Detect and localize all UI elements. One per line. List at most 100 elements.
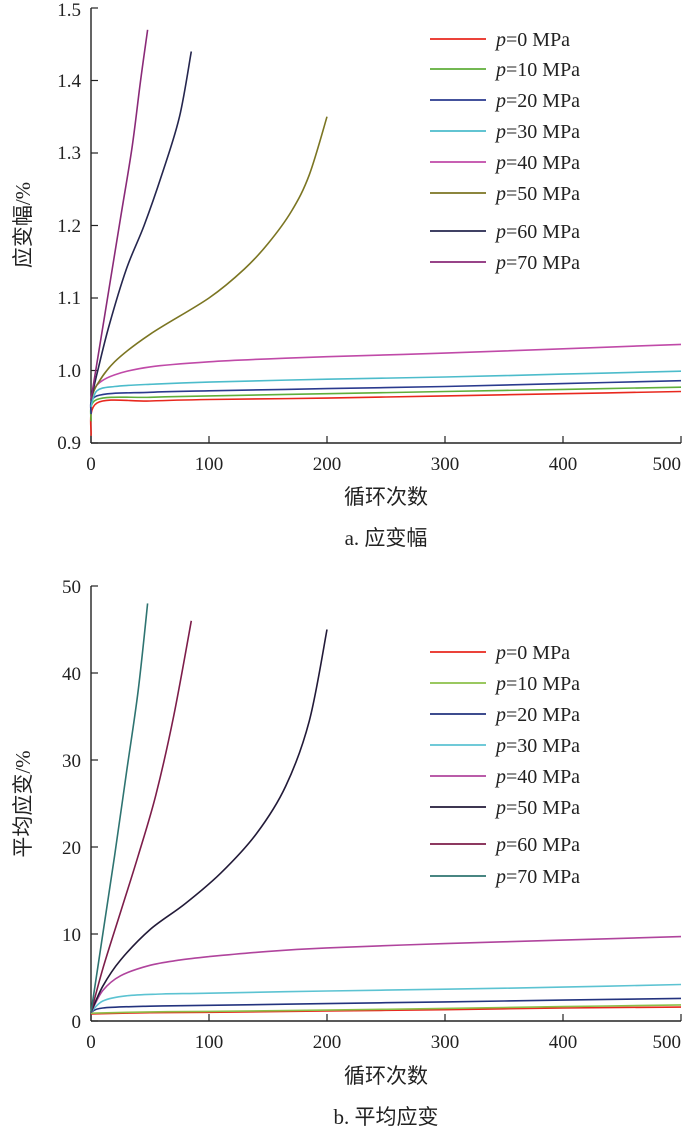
y-axis-label-a: 应变幅/% — [11, 182, 35, 268]
legend-entry: p=40 MPa — [430, 152, 580, 174]
y-tick-label: 1.1 — [57, 288, 81, 309]
x-tick-label: 200 — [313, 454, 342, 475]
svg-text:p=0 MPa: p=0 MPa — [494, 29, 570, 51]
series-line — [90, 935, 682, 1013]
x-tick-label: 400 — [549, 454, 578, 475]
legend-entry: p=50 MPa — [430, 183, 580, 205]
y-tick-label: 1.2 — [57, 216, 81, 237]
legend-p-label: p — [494, 735, 506, 757]
series-line — [90, 997, 682, 1014]
svg-text:p=70 MPa: p=70 MPa — [494, 866, 580, 888]
legend-p-label: p — [494, 642, 506, 664]
svg-text:p=40 MPa: p=40 MPa — [494, 152, 580, 174]
y-tick-label: 50 — [62, 577, 81, 598]
legend-p-label: p — [494, 29, 506, 51]
legend-p-label: p — [494, 834, 506, 856]
legend-entry: p=0 MPa — [430, 29, 570, 51]
series-line — [90, 370, 682, 408]
series-lines-b — [90, 603, 682, 1015]
legend-label: =40 MPa — [506, 152, 580, 174]
legend-p-label: p — [494, 90, 506, 112]
x-axis-label-a: 循环次数 — [344, 485, 428, 509]
legend-entry: p=60 MPa — [430, 834, 580, 856]
x-tick-label: 0 — [86, 1032, 96, 1053]
legend-label: =50 MPa — [506, 183, 580, 205]
y-tick-label: 0 — [72, 1012, 82, 1033]
series-line — [89, 390, 682, 436]
series-line — [90, 629, 328, 1013]
series-line — [89, 386, 682, 422]
legend-p-label: p — [494, 183, 506, 205]
legend-p-label: p — [494, 121, 506, 143]
legend-p-label: p — [494, 673, 506, 695]
legend-entry: p=10 MPa — [430, 673, 580, 695]
x-tick-label: 500 — [653, 1032, 682, 1053]
x-tick-label: 300 — [431, 454, 460, 475]
svg-text:p=10 MPa: p=10 MPa — [494, 673, 580, 695]
series-line — [89, 379, 682, 415]
y-tick-label: 30 — [62, 751, 81, 772]
series-line — [90, 29, 149, 400]
legend-entry: p=10 MPa — [430, 59, 580, 81]
legend-entry: p=70 MPa — [430, 252, 580, 274]
legend-label: =60 MPa — [506, 221, 580, 243]
x-tick-label: 100 — [195, 454, 224, 475]
chart-panel-b: 0 10 20 30 40 50 0 100 200 300 400 500 平… — [11, 577, 682, 1129]
legend-a: p=0 MPa p=10 MPa p=20 MPa p=30 MPa p=40 … — [430, 29, 580, 274]
series-line — [90, 620, 193, 1013]
series-line — [90, 343, 682, 400]
x-tick-label: 300 — [431, 1032, 460, 1053]
legend-p-label: p — [494, 59, 506, 81]
legend-label: =30 MPa — [506, 735, 580, 757]
series-line — [90, 603, 149, 1013]
legend-label: =20 MPa — [506, 704, 580, 726]
legend-p-label: p — [494, 797, 506, 819]
legend-label: =20 MPa — [506, 90, 580, 112]
svg-text:p=70 MPa: p=70 MPa — [494, 252, 580, 274]
legend-entry: p=50 MPa — [430, 797, 580, 819]
y-tick-label: 1.3 — [57, 143, 81, 164]
legend-label: =10 MPa — [506, 59, 580, 81]
x-tick-label: 400 — [549, 1032, 578, 1053]
legend-entry: p=40 MPa — [430, 766, 580, 788]
legend-label: =70 MPa — [506, 866, 580, 888]
x-tick-label: 500 — [653, 454, 682, 475]
svg-text:p=60 MPa: p=60 MPa — [494, 221, 580, 243]
series-line — [90, 1004, 682, 1014]
legend-entry: p=0 MPa — [430, 642, 570, 664]
y-tick-label: 1.4 — [57, 71, 81, 92]
svg-text:p=20 MPa: p=20 MPa — [494, 90, 580, 112]
series-line — [90, 51, 193, 400]
x-tick-label: 0 — [86, 454, 96, 475]
tick-marks-b — [90, 585, 682, 1022]
legend-entry: p=20 MPa — [430, 704, 580, 726]
caption-a: a. 应变幅 — [345, 526, 428, 550]
legend-label: =0 MPa — [506, 29, 570, 51]
legend-p-label: p — [494, 704, 506, 726]
legend-label: =70 MPa — [506, 252, 580, 274]
svg-text:p=0 MPa: p=0 MPa — [494, 642, 570, 664]
legend-p-label: p — [494, 766, 506, 788]
y-tick-label: 20 — [62, 838, 81, 859]
caption-b: b. 平均应变 — [334, 1105, 439, 1129]
legend-label: =40 MPa — [506, 766, 580, 788]
svg-text:p=50 MPa: p=50 MPa — [494, 797, 580, 819]
series-line — [90, 116, 328, 400]
y-axis-label-b: 平均应变/% — [11, 750, 35, 857]
legend-entry: p=70 MPa — [430, 866, 580, 888]
svg-text:p=20 MPa: p=20 MPa — [494, 704, 580, 726]
y-tick-label: 0.9 — [57, 433, 81, 454]
svg-text:p=60 MPa: p=60 MPa — [494, 834, 580, 856]
y-tick-label: 40 — [62, 664, 81, 685]
legend-entry: p=30 MPa — [430, 121, 580, 143]
x-axis-label-b: 循环次数 — [344, 1064, 428, 1088]
chart-panel-a: 0.9 1.0 1.1 1.2 1.3 1.4 1.5 0 100 200 30… — [11, 0, 682, 550]
x-tick-label: 200 — [313, 1032, 342, 1053]
svg-text:p=50 MPa: p=50 MPa — [494, 183, 580, 205]
series-line — [90, 1006, 682, 1015]
svg-text:p=30 MPa: p=30 MPa — [494, 735, 580, 757]
y-tick-label: 1.0 — [57, 361, 81, 382]
svg-text:p=40 MPa: p=40 MPa — [494, 766, 580, 788]
legend-p-label: p — [494, 252, 506, 274]
